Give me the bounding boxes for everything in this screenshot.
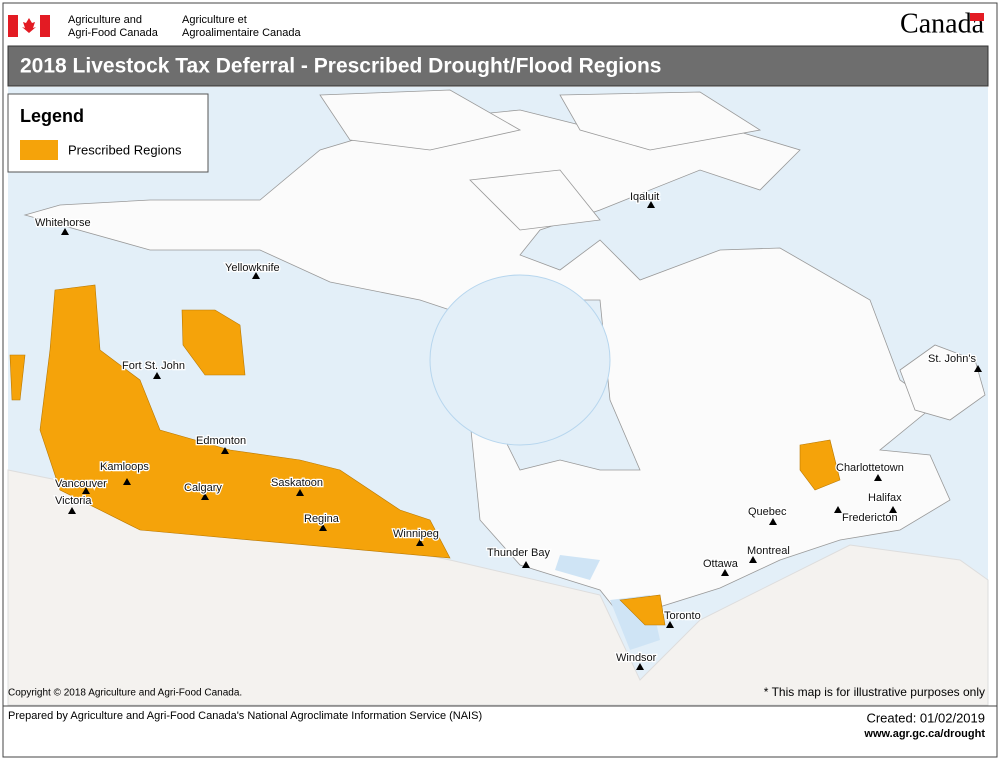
- city-marker: [666, 621, 674, 628]
- city-marker: [636, 663, 644, 670]
- city-marker: [252, 272, 260, 279]
- city-marker: [834, 506, 842, 513]
- title: 2018 Livestock Tax Deferral - Prescribed…: [20, 55, 661, 78]
- cities: Whitehorse Yellowknife Iqaluit Fort St. Joh…: [34, 190, 982, 670]
- city-marker: [721, 569, 729, 576]
- map: [7, 87, 989, 706]
- city-label: Charlottetown: [836, 462, 904, 474]
- city-marker: [416, 539, 424, 546]
- city-label: Whitehorse: [35, 217, 91, 229]
- city-label: Regina: [304, 513, 340, 525]
- city-marker: [522, 561, 530, 568]
- wordmark-flag: [970, 13, 984, 21]
- city-marker: [68, 507, 76, 514]
- city-label: Fredericton: [842, 512, 898, 524]
- city-marker: [123, 478, 131, 485]
- copyright: Copyright © 2018 Agriculture and Agri-Fo…: [8, 688, 242, 699]
- city-label: Saskatoon: [271, 477, 323, 489]
- title-bar: [7, 45, 989, 87]
- city-label: Ottawa: [703, 558, 739, 570]
- city-marker: [874, 474, 882, 481]
- department-fr: Agriculture et: [182, 14, 247, 26]
- department-en: Agri-Food Canada: [68, 27, 159, 39]
- city-label: Fort St. John: [122, 360, 185, 372]
- city-label: Victoria: [55, 495, 92, 507]
- legend-item: Prescribed Regions: [68, 142, 182, 157]
- disclaimer: * This map is for illustrative purposes …: [764, 685, 985, 699]
- city-marker: [221, 447, 229, 454]
- city-label: Thunder Bay: [487, 547, 550, 559]
- city-marker: [82, 487, 90, 494]
- flag: [8, 15, 50, 37]
- city-label: Halifax: [868, 492, 902, 504]
- url: www.agr.gc.ca/drought: [863, 728, 985, 740]
- city-label: Winnipeg: [393, 528, 439, 540]
- city-marker: [61, 228, 69, 235]
- department-en: Agriculture and: [68, 14, 142, 26]
- legend-swatch: [20, 140, 58, 160]
- city-label: Edmonton: [196, 435, 246, 447]
- city-marker: [749, 556, 757, 563]
- city-marker: [769, 518, 777, 525]
- legend-title: Legend: [20, 106, 84, 126]
- city-marker: [647, 201, 655, 208]
- city-label: Windsor: [616, 652, 657, 664]
- city-marker: [296, 489, 304, 496]
- city-label: Kamloops: [100, 461, 149, 473]
- city-label: Iqaluit: [630, 191, 659, 203]
- city-marker: [153, 372, 161, 379]
- created: Created: 01/02/2019: [866, 710, 985, 725]
- prescribed-regions: [9, 284, 841, 626]
- city-marker: [974, 365, 982, 372]
- city-label: Yellowknife: [225, 262, 280, 274]
- city-label: Toronto: [664, 610, 701, 622]
- city-marker: [889, 506, 897, 513]
- city-label: Vancouver: [55, 478, 107, 490]
- city-marker: [201, 493, 209, 500]
- city-marker: [319, 524, 327, 531]
- city-label: Calgary: [184, 482, 222, 494]
- department-fr: Agroalimentaire Canada: [182, 27, 302, 39]
- prepared-by: Prepared by Agriculture and Agri-Food Ca…: [8, 710, 482, 722]
- city-label: Montreal: [747, 545, 790, 557]
- city-label: St. John's: [928, 353, 976, 365]
- city-label: Quebec: [748, 506, 787, 518]
